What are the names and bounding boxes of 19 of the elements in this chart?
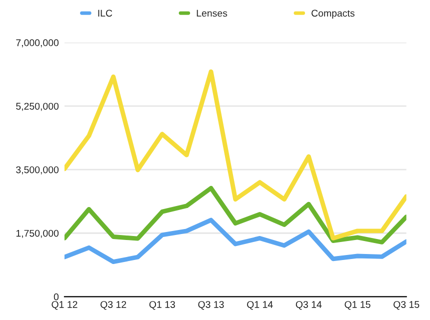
legend-label: ILC — [98, 10, 112, 17]
x-tick-label: Q1 15 — [344, 301, 370, 310]
y-tick-label: 0 — [54, 293, 59, 300]
x-tick-label: Q1 12 — [52, 301, 78, 310]
x-tick-label: Q3 14 — [296, 301, 322, 310]
line-series — [64, 69, 406, 240]
line-series — [64, 186, 406, 244]
x-tick-label: Q3 13 — [198, 301, 224, 310]
y-tick-label: 1,750,000 — [16, 230, 59, 238]
x-tick-label: Q3 12 — [100, 301, 126, 310]
legend-label: Compacts — [312, 10, 354, 19]
line-series — [64, 218, 406, 264]
y-tick-label: 7,000,000 — [16, 39, 59, 48]
x-tick-label: Q3 15 — [394, 301, 420, 310]
x-tick-label: Q1 13 — [149, 301, 175, 310]
y-tick-label: 5,250,000 — [16, 102, 59, 111]
legend-label: Lenses — [196, 10, 228, 17]
x-tick-label: Q1 14 — [247, 301, 273, 310]
y-tick-label: 3,500,000 — [16, 166, 59, 174]
